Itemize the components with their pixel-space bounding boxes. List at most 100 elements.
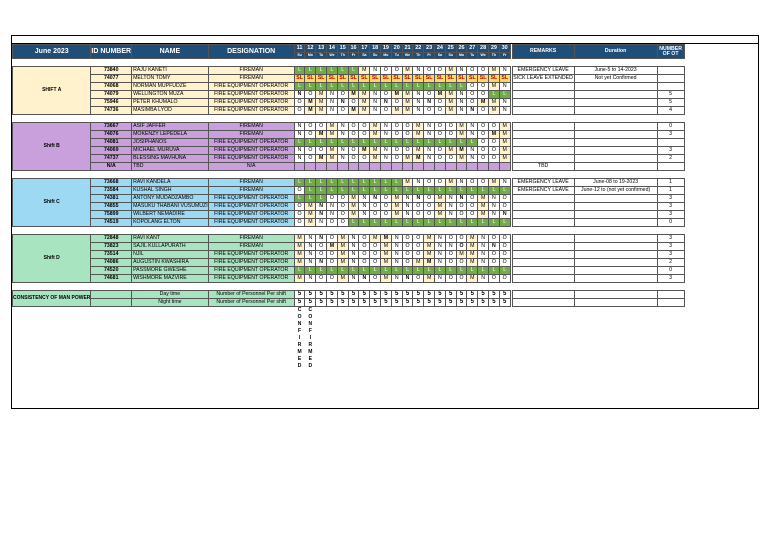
blank-cell xyxy=(316,363,684,370)
shift-code-cell: M xyxy=(455,154,468,163)
ot-cell: 1 xyxy=(656,178,685,187)
shift-code-cell: N xyxy=(488,194,500,203)
blank-cell xyxy=(316,314,684,321)
shift-code-cell: O xyxy=(390,98,403,107)
shift-code-cell: N xyxy=(315,258,328,267)
roster-row: 74736 MASIMBA LYOD FIRE EQUIPMENT OPERATOR… xyxy=(13,106,685,115)
shift-code-cell: N xyxy=(412,66,425,75)
employee-id: 74069 xyxy=(90,146,133,155)
shift-code-cell: O xyxy=(380,90,392,99)
spacer-cell xyxy=(13,283,685,291)
employee-id: 74081 xyxy=(90,138,133,147)
shift-code-cell: M xyxy=(380,234,392,243)
shift-code-cell: M xyxy=(369,154,382,163)
shift-code-cell: M xyxy=(477,98,489,107)
shift-code-cell: N xyxy=(380,122,392,131)
ot-cell: 3 xyxy=(656,202,685,211)
month-header: June 2023 xyxy=(11,44,92,59)
shift-code-cell: L xyxy=(336,138,349,147)
shift-code-cell: O xyxy=(466,178,479,187)
shift-code-cell: N xyxy=(304,274,317,283)
shift-code-cell: M xyxy=(434,210,446,219)
shift-code-cell: L xyxy=(488,266,500,275)
shift-code-cell: O xyxy=(477,66,489,75)
blank-cell xyxy=(316,321,684,328)
shift-code-cell: M xyxy=(444,98,457,107)
shift-code-cell: O xyxy=(336,90,349,99)
shift-code-cell: M xyxy=(455,250,468,259)
shift-code-cell: L xyxy=(380,218,392,227)
shift-code-cell: N xyxy=(477,234,489,243)
shift-code-cell: N xyxy=(326,106,338,115)
remarks-cell: EMERGENCY LEAVE xyxy=(511,178,575,187)
shift-code-cell: SL xyxy=(369,74,382,83)
employee-id: 73667 xyxy=(90,122,133,131)
confirmed-letter: E xyxy=(297,356,302,362)
shift-code-cell: N xyxy=(498,82,511,91)
shift-code-cell: O xyxy=(315,274,328,283)
shift-code-cell: SL xyxy=(466,74,479,83)
shift-code-cell: L xyxy=(369,138,382,147)
employee-name: MICHAEL MURUVA xyxy=(131,146,209,155)
shift-code-cell: O xyxy=(401,146,414,155)
shift-code-cell: O xyxy=(444,154,457,163)
shift-code-cell: L xyxy=(455,138,468,147)
remarks-cell: EMERGENCY LEAVE xyxy=(511,186,575,195)
shift-code-cell: O xyxy=(380,202,392,211)
roster-row: 74076 MOKENZY LEPEDELA FIREMAN N O M M N O O M N O O M… xyxy=(13,130,685,139)
shift-code-cell: M xyxy=(369,122,382,131)
shift-code-cell: M xyxy=(304,218,317,227)
shift-code-cell: O xyxy=(488,250,500,259)
ot-cell: 3 xyxy=(656,274,685,283)
shift-code-cell: O xyxy=(412,234,425,243)
day-number-header: 14 xyxy=(326,44,338,53)
shift-code-cell: O xyxy=(444,258,457,267)
shift-code-cell: O xyxy=(293,98,306,107)
shift-code-cell: O xyxy=(477,130,489,139)
shift-code-cell: L xyxy=(444,218,457,227)
shift-label: Shift C xyxy=(11,178,92,227)
shift-code-cell: L xyxy=(401,218,414,227)
employee-id: 74681 xyxy=(90,274,133,283)
shift-code-cell: SL xyxy=(444,74,457,83)
shift-code-cell: M xyxy=(466,242,479,251)
day-number-header: 22 xyxy=(412,44,425,53)
shift-code-cell: M xyxy=(380,274,392,283)
shift-code-cell: L xyxy=(498,218,511,227)
shift-code-cell: L xyxy=(358,218,371,227)
shift-code-cell: M xyxy=(358,66,371,75)
personnel-count-cell: 5 xyxy=(488,290,500,299)
remarks-cell xyxy=(511,194,575,203)
shift-code-cell: O xyxy=(466,66,479,75)
personnel-count-cell: 5 xyxy=(498,290,511,299)
shift-code-cell: L xyxy=(326,82,338,91)
employee-id: 74855 xyxy=(90,202,133,211)
shift-code-cell: N xyxy=(380,154,392,163)
shift-code-cell: SL xyxy=(498,74,511,83)
shift-code-cell: N xyxy=(423,98,436,107)
shift-code-cell: L xyxy=(390,82,403,91)
employee-id: 74736 xyxy=(90,106,133,115)
employee-id: 74079 xyxy=(90,90,133,99)
personnel-count-cell: 5 xyxy=(293,290,306,299)
remarks-cell xyxy=(511,90,575,99)
remarks-cell xyxy=(511,130,575,139)
employee-name: WISHMORE MAZVIRE xyxy=(131,274,209,283)
roster-row: 74855 MASUKU THABANI VUSUMUZI FIRE EQUIPME… xyxy=(13,202,685,211)
consistency-shift: Day time xyxy=(131,290,209,299)
shift-code-cell xyxy=(336,162,349,171)
shift-code-cell: O xyxy=(315,146,328,155)
shift-code-cell: L xyxy=(401,266,414,275)
shift-code-cell: O xyxy=(412,242,425,251)
shift-code-cell: L xyxy=(466,218,479,227)
personnel-count-cell: 5 xyxy=(412,298,425,307)
shift-code-cell: M xyxy=(315,154,328,163)
shift-code-cell: O xyxy=(380,210,392,219)
shift-code-cell: SL xyxy=(390,74,403,83)
shift-code-cell: N xyxy=(423,146,436,155)
employee-designation: FIRE EQUIPMENT OPERATOR xyxy=(207,266,295,275)
personnel-count-cell: 5 xyxy=(347,298,360,307)
employee-name: ASIF JAFFER xyxy=(131,122,209,131)
blank-cell xyxy=(13,349,295,356)
roster-table: June 2023 ID NUMBER NAME DESIGNATION 11 12 13 1… xyxy=(11,44,685,370)
